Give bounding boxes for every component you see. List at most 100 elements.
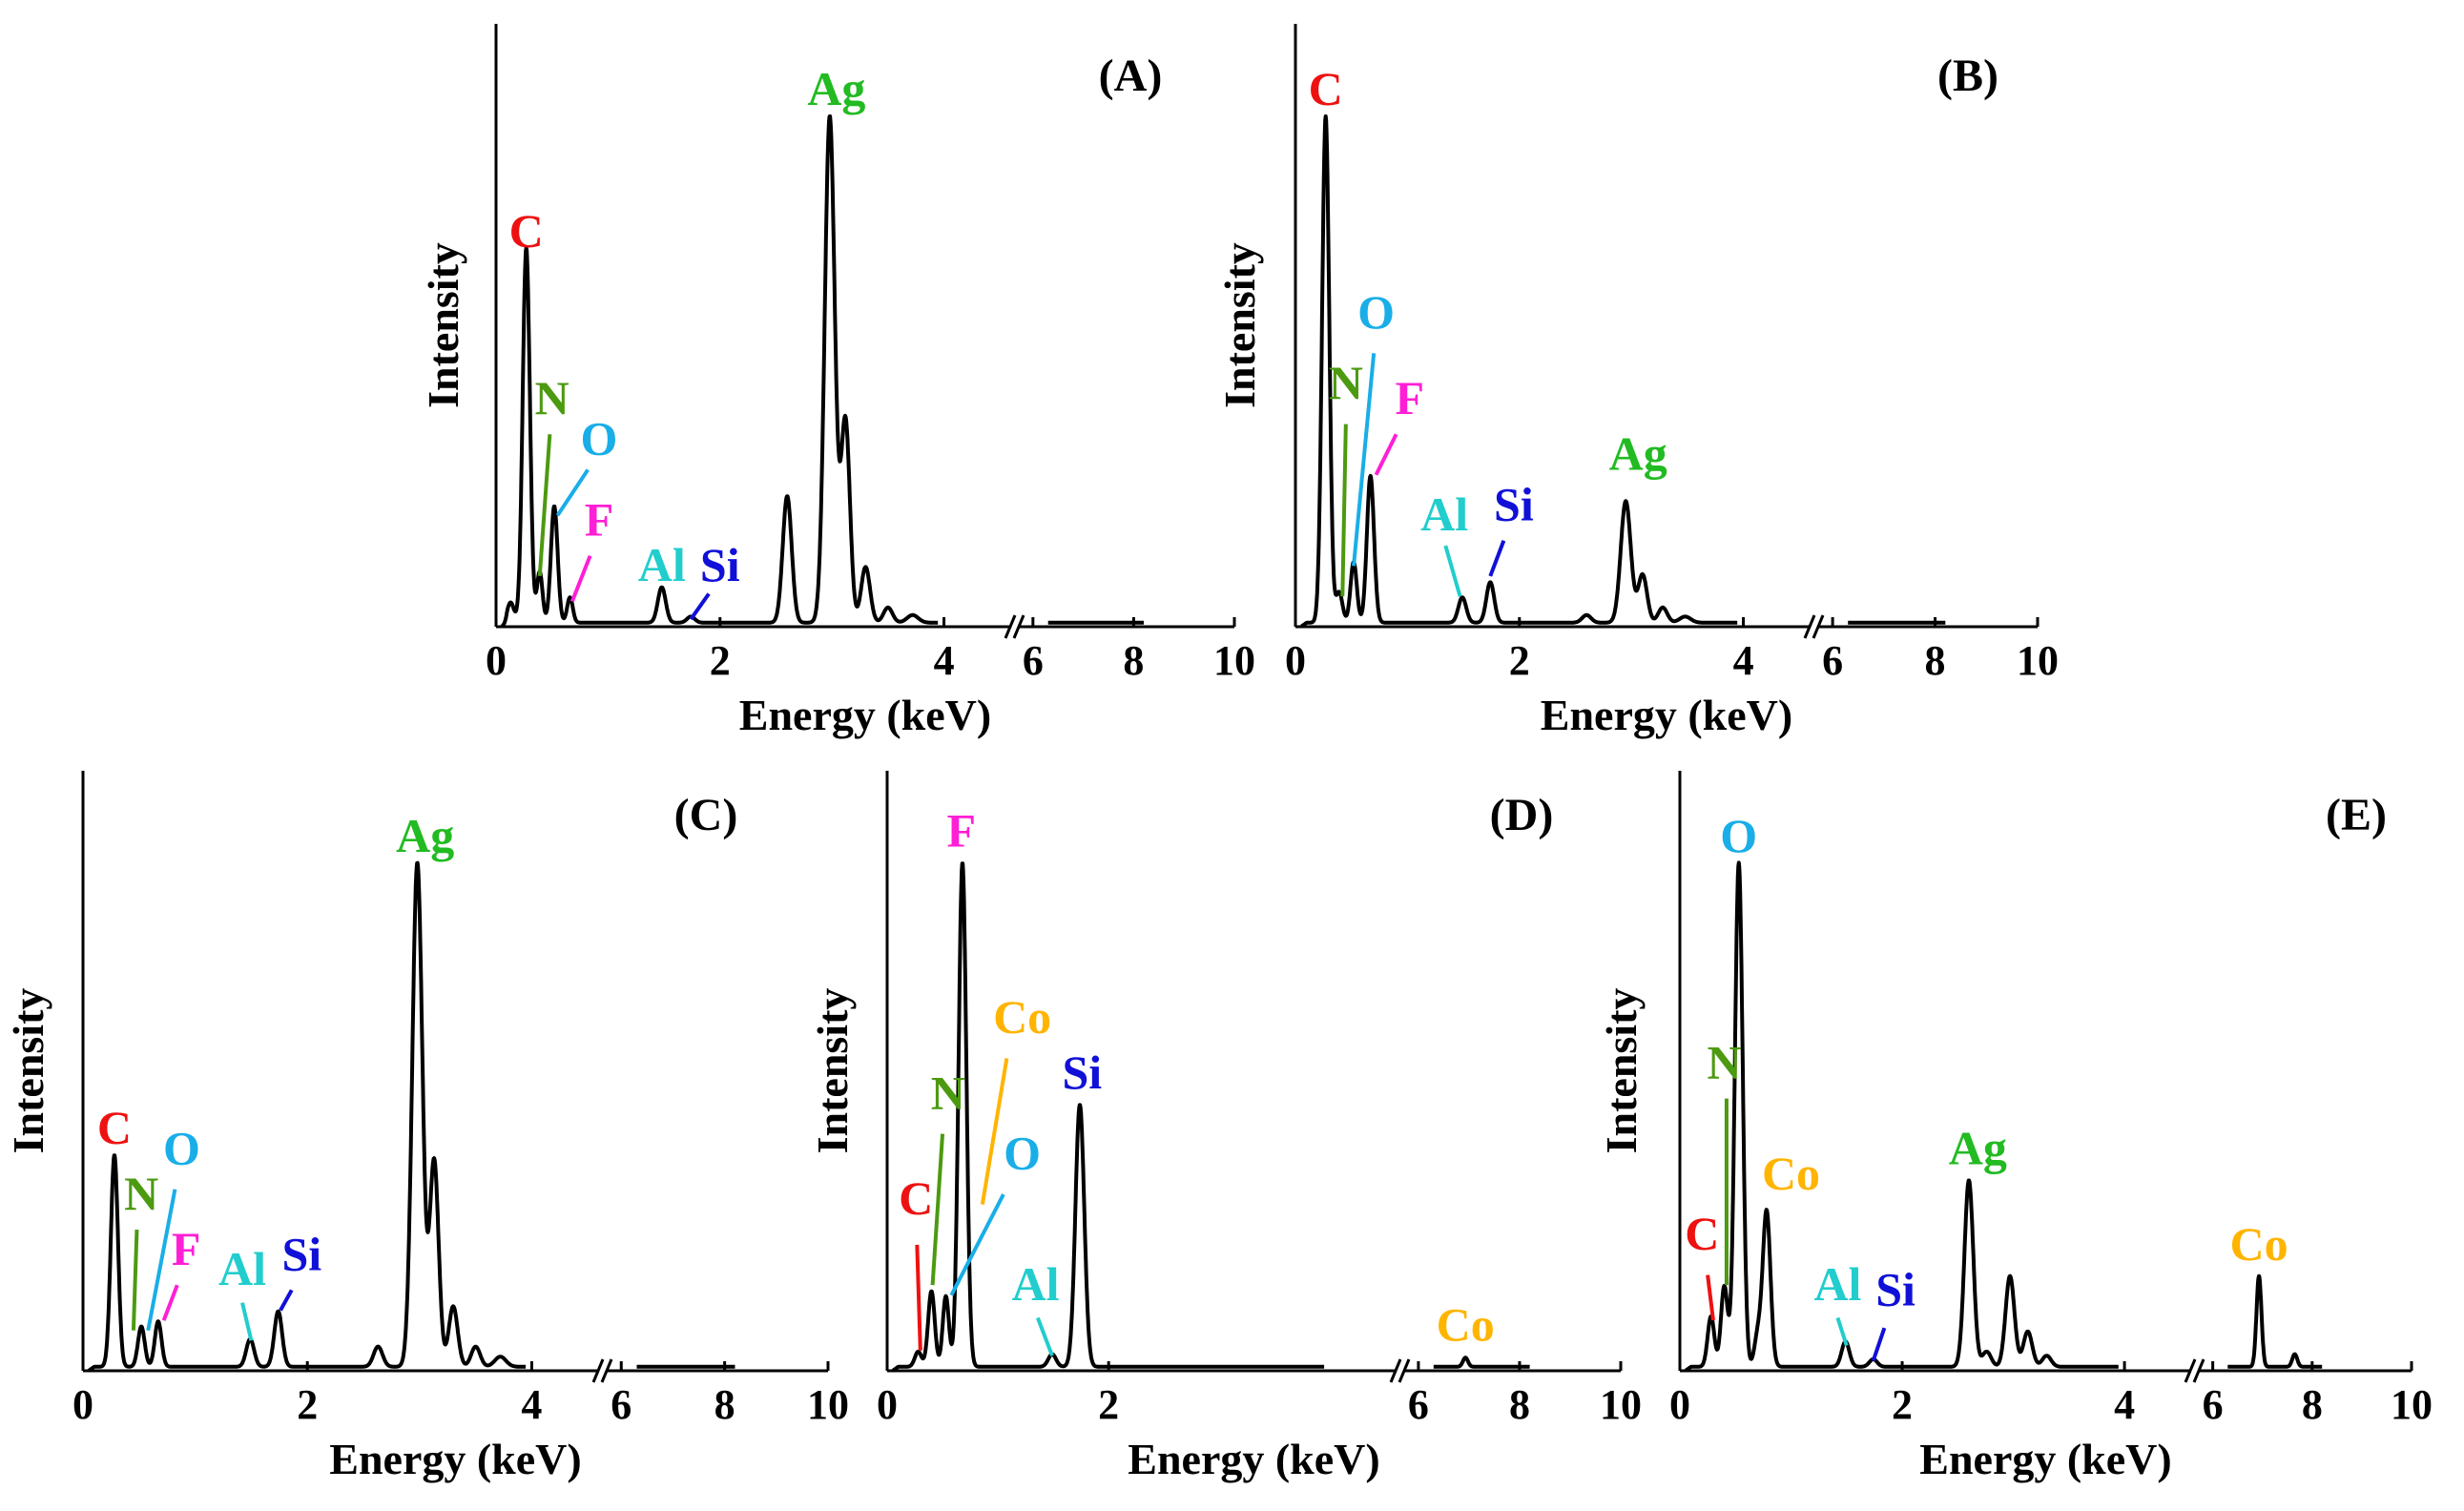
x-tick-label: 2 bbox=[710, 637, 731, 684]
x-tick-label: 6 bbox=[1408, 1381, 1429, 1428]
x-tick-label: 2 bbox=[1892, 1381, 1913, 1428]
axis-break-mark bbox=[591, 1358, 605, 1383]
spectrum-panel-a: 0 2 4 6 8 10 Energy (keV) Intensity (A) C NOF Al Si A… bbox=[419, 24, 1255, 739]
spectrum-curve-low-energy bbox=[87, 860, 528, 1373]
peak-leader-line-al bbox=[240, 1302, 254, 1341]
peak-label-n: N bbox=[1329, 356, 1363, 409]
peak-label-c: C bbox=[1685, 1207, 1719, 1260]
peak-leader-line-o bbox=[555, 468, 590, 517]
spectrum-curve-high-energy bbox=[2226, 1273, 2324, 1369]
peak-label-o: O bbox=[1357, 285, 1395, 339]
peak-label-f: F bbox=[172, 1222, 201, 1275]
x-axis-label: Energy (keV) bbox=[1541, 691, 1792, 739]
x-tick-label: 6 bbox=[2203, 1381, 2224, 1428]
peak-label-co: Co bbox=[2230, 1217, 2288, 1271]
x-tick-label: 2 bbox=[1098, 1381, 1119, 1428]
panel-label: (C) bbox=[674, 790, 738, 840]
peak-leader-line-n bbox=[131, 1229, 139, 1331]
peak-leader-line-si bbox=[689, 592, 711, 621]
peak-label-c: C bbox=[509, 204, 544, 258]
axis-break-mark bbox=[1012, 614, 1025, 639]
panel-label: (D) bbox=[1490, 790, 1554, 840]
peak-leader-line-o bbox=[949, 1193, 1005, 1296]
x-tick-label: 2 bbox=[1509, 637, 1530, 684]
peak-leader-line-n bbox=[930, 1133, 945, 1286]
axis-break-mark bbox=[600, 1358, 613, 1383]
panel-label: (B) bbox=[1937, 51, 1998, 101]
peak-label-o: O bbox=[163, 1121, 200, 1174]
peak-label-o: O bbox=[581, 412, 618, 466]
peak-label-al: Al bbox=[218, 1242, 266, 1295]
y-axis-label: Intensity bbox=[1597, 988, 1646, 1154]
peak-label-si: Si bbox=[1494, 478, 1534, 531]
peak-label-n: N bbox=[535, 371, 569, 424]
spectrum-curve-low-energy bbox=[891, 861, 1326, 1373]
x-tick-label: 0 bbox=[877, 1381, 898, 1428]
y-axis-label: Intensity bbox=[1215, 242, 1264, 408]
peak-leader-line-si bbox=[279, 1289, 294, 1312]
axis-break-mark bbox=[1004, 614, 1017, 639]
peak-leader-line-o bbox=[146, 1189, 177, 1332]
spectrum-curve-low-energy bbox=[1684, 860, 2121, 1373]
peak-label-f: F bbox=[947, 804, 977, 858]
peak-label-f: F bbox=[585, 492, 614, 546]
x-tick-label: 4 bbox=[2114, 1381, 2135, 1428]
x-axis-label: Energy (keV) bbox=[329, 1435, 581, 1483]
peak-leader-line-al bbox=[1835, 1316, 1849, 1347]
peak-leader-line-al bbox=[1036, 1316, 1054, 1356]
panel-label: (E) bbox=[2326, 790, 2387, 840]
x-tick-label: 0 bbox=[72, 1381, 93, 1428]
peak-label-si: Si bbox=[1062, 1045, 1102, 1099]
axis-break-mark bbox=[1812, 614, 1825, 639]
peak-leader-line-f bbox=[161, 1284, 179, 1321]
x-axis-label: Energy (keV) bbox=[1919, 1435, 2171, 1483]
peak-label-si: Si bbox=[1875, 1262, 1915, 1315]
spectrum-curve-low-energy bbox=[500, 114, 940, 629]
x-tick-label: 8 bbox=[1925, 637, 1946, 684]
peak-leader-line-f bbox=[569, 554, 592, 603]
x-tick-label: 6 bbox=[1822, 637, 1843, 684]
peak-label-co: Co bbox=[993, 990, 1051, 1044]
x-tick-label: 8 bbox=[1123, 637, 1144, 684]
x-tick-label: 4 bbox=[934, 637, 955, 684]
x-tick-label: 6 bbox=[611, 1381, 632, 1428]
spectrum-panel-d: 0 2 6 8 10 Energy (keV) Intensity (D) CN Co O F Al Si… bbox=[808, 771, 1642, 1483]
axis-break-mark bbox=[2192, 1358, 2205, 1383]
spectrum-curve-high-energy bbox=[1432, 1356, 1532, 1369]
peak-leader-line-c bbox=[915, 1244, 922, 1351]
y-axis-label: Intensity bbox=[419, 242, 467, 408]
peak-label-c: C bbox=[97, 1101, 132, 1154]
peak-label-f: F bbox=[1395, 371, 1424, 424]
peak-label-si: Si bbox=[700, 538, 740, 591]
axis-break-mark bbox=[1389, 1358, 1402, 1383]
peak-label-si: Si bbox=[281, 1227, 321, 1280]
peak-label-ag: Ag bbox=[807, 62, 865, 115]
peak-leader-line-si bbox=[1871, 1327, 1887, 1362]
x-tick-label: 10 bbox=[807, 1381, 849, 1428]
peak-label-ag: Ag bbox=[1609, 426, 1667, 480]
spectrum-panel-b: 0 2 4 6 8 10 Energy (keV) Intensity (B) C NOF Al Si A… bbox=[1215, 24, 2059, 739]
x-axis-label: Energy (keV) bbox=[1128, 1435, 1379, 1483]
peak-label-al: Al bbox=[1813, 1257, 1861, 1311]
x-tick-label: 0 bbox=[1285, 637, 1306, 684]
peak-leader-line-f bbox=[1374, 433, 1398, 476]
peak-label-ag: Ag bbox=[1949, 1121, 2007, 1174]
y-axis-label: Intensity bbox=[808, 988, 857, 1154]
peak-label-ag: Ag bbox=[396, 809, 454, 862]
peak-leader-line-o bbox=[1352, 353, 1377, 567]
axis-break-mark bbox=[1803, 614, 1816, 639]
axis-break-mark bbox=[2184, 1358, 2197, 1383]
x-tick-label: 8 bbox=[2302, 1381, 2323, 1428]
peak-label-n: N bbox=[931, 1066, 965, 1119]
peak-leader-line-c bbox=[1706, 1274, 1715, 1321]
x-tick-label: 8 bbox=[714, 1381, 735, 1428]
peak-leader-line-al bbox=[1443, 545, 1462, 597]
x-tick-label: 10 bbox=[2391, 1381, 2433, 1428]
x-tick-label: 2 bbox=[297, 1381, 318, 1428]
x-tick-label: 0 bbox=[1669, 1381, 1690, 1428]
peak-label-al: Al bbox=[1012, 1257, 1060, 1311]
x-tick-label: 4 bbox=[1733, 637, 1754, 684]
panel-label: (A) bbox=[1099, 51, 1163, 101]
